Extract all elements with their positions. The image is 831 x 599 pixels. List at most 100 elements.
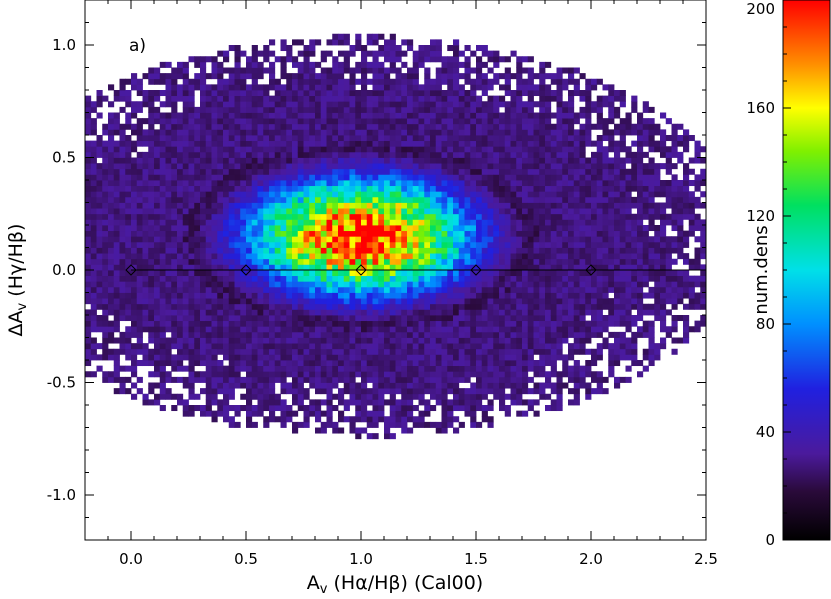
heatmap-cell <box>286 225 293 232</box>
heatmap-cell <box>389 247 396 254</box>
heatmap-cell <box>234 230 241 237</box>
heatmap-cell <box>504 365 511 372</box>
heatmap-cell <box>211 213 218 220</box>
heatmap-cell <box>401 95 408 102</box>
heatmap-cell <box>246 376 253 383</box>
heatmap-cell <box>476 348 483 355</box>
heatmap-cell <box>131 163 138 170</box>
heatmap-cell <box>182 185 189 192</box>
heatmap-cell <box>315 388 322 395</box>
heatmap-cell <box>556 180 563 187</box>
heatmap-cell <box>171 67 178 74</box>
heatmap-cell <box>453 399 460 406</box>
heatmap-cell <box>533 191 540 198</box>
heatmap-cell <box>349 84 356 91</box>
heatmap-cell <box>320 202 327 209</box>
heatmap-cell <box>257 202 264 209</box>
heatmap-cell <box>194 191 201 198</box>
heatmap-cell <box>131 101 138 108</box>
heatmap-cell <box>96 191 103 198</box>
heatmap-cell <box>125 146 132 153</box>
heatmap-cell <box>389 315 396 322</box>
heatmap-cell <box>90 202 97 209</box>
heatmap-cell <box>148 213 155 220</box>
heatmap-cell <box>338 33 345 40</box>
heatmap-cell <box>366 213 373 220</box>
heatmap-cell <box>125 151 132 158</box>
heatmap-cell <box>234 376 241 383</box>
heatmap-cell <box>315 191 322 198</box>
heatmap-cell <box>292 118 299 125</box>
heatmap-cell <box>366 343 373 350</box>
heatmap-cell <box>389 140 396 147</box>
heatmap-cell <box>470 129 477 136</box>
heatmap-cell <box>269 393 276 400</box>
heatmap-cell <box>378 371 385 378</box>
heatmap-cell <box>343 275 350 282</box>
heatmap-cell <box>447 73 454 80</box>
heatmap-cell <box>349 292 356 299</box>
heatmap-cell <box>516 157 523 164</box>
heatmap-cell <box>476 388 483 395</box>
heatmap-cell <box>556 303 563 310</box>
heatmap-cell <box>458 191 465 198</box>
heatmap-cell <box>550 146 557 153</box>
heatmap-cell <box>407 376 414 383</box>
heatmap-cell <box>424 371 431 378</box>
heatmap-cell <box>493 230 500 237</box>
heatmap-cell <box>430 292 437 299</box>
heatmap-cell <box>527 106 534 113</box>
heatmap-cell <box>108 185 115 192</box>
heatmap-cell <box>453 39 460 46</box>
heatmap-cell <box>504 191 511 198</box>
heatmap-cell <box>418 354 425 361</box>
heatmap-cell <box>240 298 247 305</box>
heatmap-cell <box>412 78 419 85</box>
heatmap-cell <box>407 67 414 74</box>
heatmap-cell <box>269 129 276 136</box>
heatmap-cell <box>182 78 189 85</box>
heatmap-cell <box>384 106 391 113</box>
heatmap-cell <box>412 286 419 293</box>
heatmap-cell <box>159 213 166 220</box>
heatmap-cell <box>556 343 563 350</box>
heatmap-cell <box>464 225 471 232</box>
heatmap-cell <box>487 236 494 243</box>
heatmap-cell <box>85 180 92 187</box>
heatmap-cell <box>154 191 161 198</box>
heatmap-cell <box>516 331 523 338</box>
heatmap-cell <box>430 320 437 327</box>
heatmap-cell <box>102 253 109 260</box>
heatmap-cell <box>286 50 293 57</box>
heatmap-cell <box>182 236 189 243</box>
heatmap-cell <box>533 337 540 344</box>
heatmap-cell <box>441 219 448 226</box>
heatmap-cell <box>401 39 408 46</box>
heatmap-cell <box>309 286 316 293</box>
heatmap-cell <box>211 196 218 203</box>
heatmap-cell <box>522 331 529 338</box>
heatmap-cell <box>349 416 356 423</box>
heatmap-cell <box>332 253 339 260</box>
heatmap-cell <box>246 360 253 367</box>
heatmap-cell <box>148 258 155 265</box>
heatmap-cell <box>159 320 166 327</box>
heatmap-cell <box>481 270 488 277</box>
heatmap-cell <box>453 236 460 243</box>
heatmap-cell <box>343 253 350 260</box>
heatmap-cell <box>355 90 362 97</box>
heatmap-cell <box>257 303 264 310</box>
heatmap-cell <box>424 140 431 147</box>
heatmap-cell <box>90 151 97 158</box>
heatmap-cell <box>355 354 362 361</box>
heatmap-cell <box>136 174 143 181</box>
heatmap-cell <box>441 140 448 147</box>
heatmap-cell <box>223 202 230 209</box>
heatmap-cell <box>205 123 212 130</box>
heatmap-cell <box>493 78 500 85</box>
heatmap-cell <box>389 421 396 428</box>
heatmap-cell <box>159 202 166 209</box>
heatmap-cell <box>228 264 235 271</box>
heatmap-cell <box>499 236 506 243</box>
heatmap-cell <box>349 163 356 170</box>
